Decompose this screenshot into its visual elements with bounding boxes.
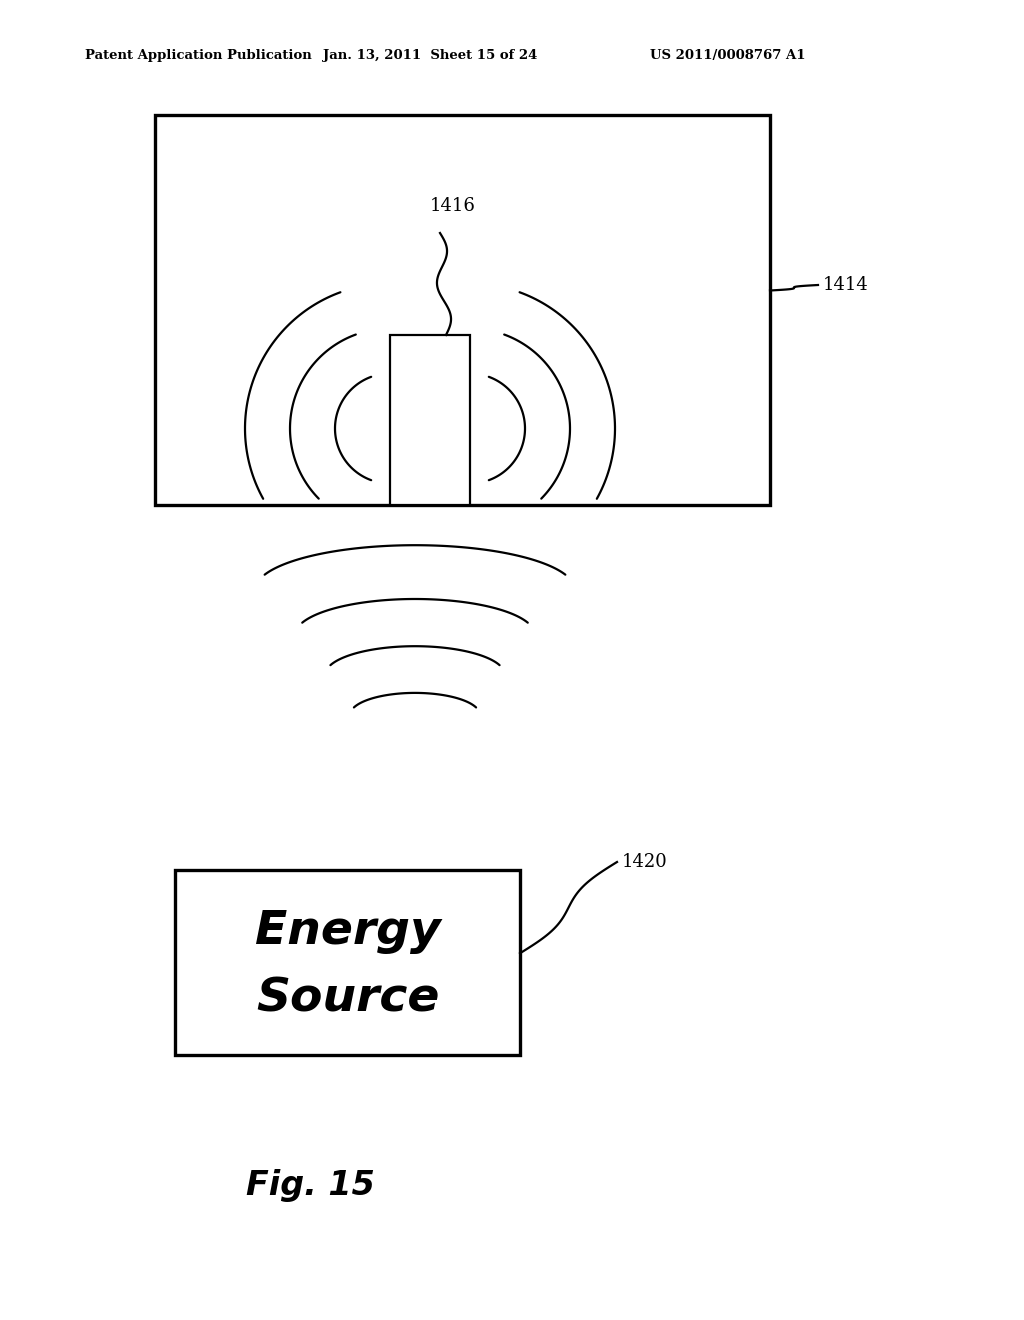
Text: US 2011/0008767 A1: US 2011/0008767 A1 xyxy=(650,49,806,62)
Bar xyxy=(390,335,470,506)
Text: Source: Source xyxy=(256,977,439,1022)
Text: 1420: 1420 xyxy=(622,853,668,871)
Text: Fig. 15: Fig. 15 xyxy=(246,1168,375,1201)
Bar xyxy=(175,870,520,1055)
Bar xyxy=(155,115,770,506)
Text: Jan. 13, 2011  Sheet 15 of 24: Jan. 13, 2011 Sheet 15 of 24 xyxy=(323,49,538,62)
Text: Energy: Energy xyxy=(255,908,440,953)
Text: Patent Application Publication: Patent Application Publication xyxy=(85,49,311,62)
Text: 1414: 1414 xyxy=(823,276,868,294)
Text: 1416: 1416 xyxy=(430,197,476,215)
